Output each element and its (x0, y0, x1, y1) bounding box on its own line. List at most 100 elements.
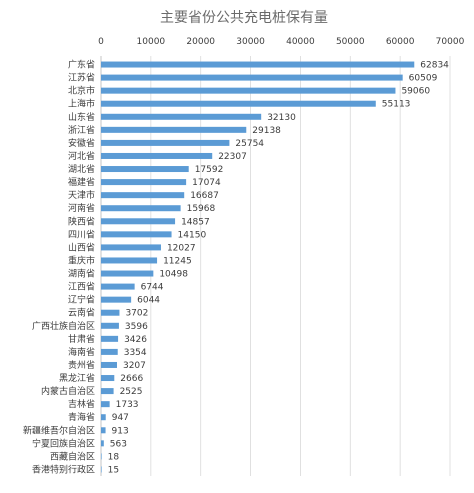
data-label: 16687 (190, 191, 219, 201)
data-label: 60509 (409, 74, 438, 84)
category-label: 浙江省 (68, 124, 95, 136)
bar (101, 152, 213, 159)
data-label: 17074 (192, 178, 221, 188)
bar (101, 296, 132, 303)
bar (101, 283, 135, 290)
category-label: 天津市 (68, 189, 95, 201)
x-tick-label: 0 (98, 37, 104, 47)
category-label: 江西省 (68, 281, 95, 293)
data-label: 3207 (123, 361, 146, 371)
category-label: 广西壮族自治区 (32, 320, 95, 332)
data-label: 29138 (252, 126, 281, 136)
category-label: 河南省 (68, 202, 95, 214)
category-label: 湖南省 (68, 268, 95, 280)
bar (101, 61, 415, 68)
x-tick-label: 70000 (436, 37, 465, 47)
category-label: 甘肃省 (68, 333, 95, 345)
category-label: 宁夏回族自治区 (32, 437, 95, 449)
data-label: 55113 (382, 100, 411, 110)
data-label: 10498 (159, 270, 188, 280)
data-label: 12027 (167, 243, 196, 253)
data-label: 913 (112, 426, 129, 436)
category-label: 西藏自治区 (50, 450, 95, 462)
grid-lines (100, 56, 451, 476)
data-label: 22307 (218, 152, 247, 162)
bar (101, 322, 119, 329)
category-label: 北京市 (68, 85, 95, 97)
bar (101, 361, 117, 368)
bar (101, 453, 102, 460)
x-tick-label: 10000 (137, 37, 166, 47)
data-label: 3426 (124, 335, 147, 345)
data-labels: 广东省 62834 江苏省 60509 北京市 59060 上海市 55113 山东省 32130… (23, 59, 449, 476)
category-label: 上海市 (68, 98, 95, 110)
bar (101, 388, 114, 395)
data-label: 59060 (401, 87, 430, 97)
x-tick-label: 60000 (386, 37, 415, 47)
data-label: 14150 (178, 230, 207, 240)
data-label: 6744 (141, 283, 164, 293)
bar (101, 257, 158, 264)
bar (101, 139, 230, 146)
category-label: 吉林省 (68, 398, 95, 410)
data-label: 62834 (420, 61, 449, 71)
category-label: 内蒙古自治区 (41, 385, 95, 397)
data-label: 3596 (125, 322, 148, 332)
bar (101, 205, 181, 212)
x-tick-label: 30000 (236, 37, 265, 47)
category-label: 陕西省 (68, 215, 95, 227)
data-label: 15968 (187, 204, 216, 214)
bar (101, 270, 154, 277)
category-label: 黑龙江省 (59, 372, 95, 384)
bar (101, 440, 104, 447)
category-label: 江苏省 (68, 72, 95, 84)
category-label: 重庆市 (68, 254, 95, 266)
data-label: 32130 (267, 113, 296, 123)
bar (101, 244, 161, 251)
data-label: 3354 (124, 348, 147, 358)
bar (101, 335, 119, 342)
bar (101, 166, 189, 173)
data-label: 14857 (181, 217, 210, 227)
data-label: 18 (108, 452, 120, 462)
data-label: 17592 (195, 165, 224, 175)
x-tick-label: 40000 (286, 37, 315, 47)
bar (101, 401, 110, 408)
category-label: 山东省 (68, 111, 95, 123)
category-label: 云南省 (68, 307, 95, 319)
data-label: 947 (112, 413, 129, 423)
chart-title: 主要省份公共充电桩保有量 (160, 9, 328, 26)
category-label: 河北省 (68, 150, 95, 162)
bar-series (101, 61, 415, 473)
data-label: 1733 (116, 400, 139, 410)
bar (101, 375, 115, 382)
category-label: 青海省 (68, 411, 95, 423)
category-label: 四川省 (68, 228, 95, 240)
data-label: 3702 (125, 309, 148, 319)
bar (101, 218, 176, 225)
category-label: 辽宁省 (68, 294, 95, 306)
bar (101, 126, 247, 133)
category-label: 贵州省 (68, 359, 95, 371)
bar (101, 74, 403, 81)
x-tick-label: 20000 (186, 37, 215, 47)
bar (101, 414, 106, 421)
x-tick-label: 50000 (336, 37, 365, 47)
data-label: 6044 (137, 296, 160, 306)
bar (101, 179, 187, 186)
data-label: 563 (110, 439, 127, 449)
category-label: 山西省 (68, 241, 95, 253)
category-label: 广东省 (68, 59, 95, 71)
data-label: 11245 (163, 256, 192, 266)
bar (101, 87, 396, 94)
data-label: 2666 (120, 374, 143, 384)
category-label: 福建省 (68, 176, 95, 188)
category-label: 香港特别行政区 (32, 463, 95, 475)
category-label: 新疆维吾尔自治区 (23, 424, 95, 436)
bar (101, 100, 376, 107)
bar (101, 113, 262, 120)
category-label: 湖北省 (68, 163, 95, 175)
data-label: 15 (108, 465, 119, 475)
